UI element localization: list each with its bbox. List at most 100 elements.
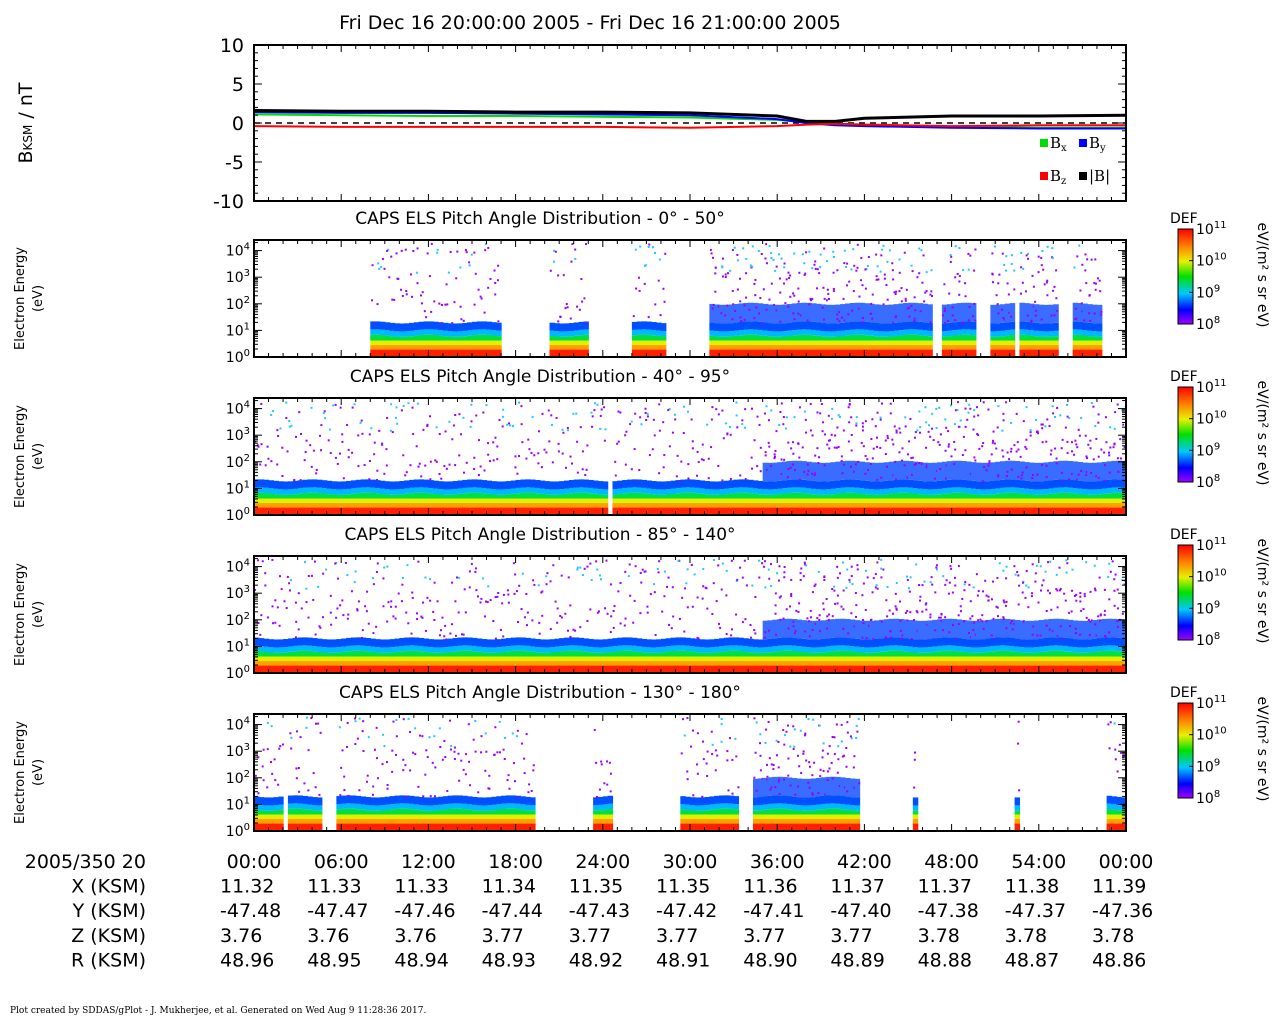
flux-speckle	[813, 585, 816, 588]
colorbar-scale	[1177, 386, 1194, 483]
flux-speckle	[528, 448, 531, 451]
energy-band	[786, 479, 793, 488]
flux-speckle	[715, 600, 718, 603]
flux-speckle	[1045, 464, 1048, 467]
flux-speckle	[1059, 414, 1062, 417]
energy-band	[883, 488, 890, 495]
energy-band	[321, 480, 328, 489]
energy-band	[1053, 487, 1059, 494]
energy-band	[1077, 321, 1083, 330]
energy-band	[1038, 345, 1045, 350]
energy-band	[874, 481, 880, 490]
energy-band	[1101, 503, 1108, 508]
flux-speckle	[1114, 411, 1117, 414]
energy-band	[631, 645, 638, 652]
flux-speckle	[949, 253, 952, 256]
energy-band	[680, 498, 686, 504]
flux-speckle	[1010, 450, 1013, 453]
energy-band	[815, 330, 822, 336]
flux-speckle	[599, 427, 602, 430]
energy-band	[1009, 492, 1016, 499]
flux-speckle	[1050, 314, 1053, 317]
energy-band	[472, 487, 478, 493]
flux-speckle	[456, 576, 459, 579]
energy-band-enhanced	[1058, 460, 1064, 480]
energy-band	[409, 493, 415, 499]
energy-band	[811, 498, 817, 504]
energy-band	[806, 345, 812, 350]
flux-speckle	[790, 593, 793, 596]
energy-band	[326, 480, 333, 489]
flux-speckle	[774, 449, 777, 452]
energy-band	[554, 661, 560, 666]
flux-speckle	[270, 413, 273, 416]
flux-speckle	[803, 410, 806, 413]
energy-band-enhanced	[1077, 303, 1083, 322]
energy-band	[917, 349, 924, 357]
flux-speckle	[599, 414, 602, 417]
energy-band	[423, 498, 429, 504]
energy-band	[399, 336, 405, 341]
energy-band	[1101, 507, 1108, 515]
flux-speckle	[276, 606, 279, 609]
energy-band	[491, 652, 497, 657]
energy-band	[520, 479, 526, 488]
flux-speckle	[497, 320, 500, 323]
energy-band	[384, 349, 391, 357]
flux-speckle	[797, 312, 800, 315]
energy-band	[481, 334, 488, 341]
energy-band	[1092, 498, 1098, 504]
energy-band	[1116, 487, 1122, 493]
flux-speckle	[517, 621, 520, 624]
energy-band	[254, 656, 260, 662]
flux-speckle	[305, 587, 308, 590]
energy-band	[1033, 498, 1040, 504]
flux-speckle	[801, 253, 804, 256]
energy-band	[893, 507, 899, 515]
energy-band	[752, 493, 759, 499]
energy-band	[845, 349, 851, 357]
energy-band	[767, 340, 773, 346]
energy-band	[1019, 334, 1025, 341]
flux-speckle	[541, 412, 544, 415]
energy-band	[854, 646, 861, 653]
energy-band	[573, 340, 580, 346]
energy-band	[612, 638, 618, 647]
energy-band	[815, 481, 822, 490]
energy-band	[442, 507, 449, 515]
energy-band	[937, 480, 943, 489]
energy-band	[830, 651, 836, 657]
energy-band	[486, 493, 492, 499]
flux-speckle	[289, 589, 292, 592]
flux-speckle	[1096, 277, 1099, 280]
flux-speckle	[1003, 318, 1006, 321]
flux-speckle	[1001, 449, 1004, 452]
flux-speckle	[876, 411, 879, 414]
energy-band	[447, 656, 454, 662]
flux-speckle	[988, 460, 991, 463]
energy-band	[932, 481, 938, 490]
energy-band	[394, 331, 400, 337]
energy-band	[573, 507, 580, 515]
flux-speckle	[827, 618, 830, 621]
y-tick-label: 104	[226, 242, 250, 260]
flux-speckle	[838, 572, 841, 575]
flux-speckle	[645, 419, 648, 422]
flux-speckle	[744, 408, 747, 411]
flux-speckle	[832, 290, 835, 293]
energy-band	[273, 507, 279, 515]
energy-band	[757, 349, 764, 357]
flux-speckle	[792, 452, 795, 455]
energy-band	[1072, 321, 1079, 330]
flux-speckle	[957, 401, 960, 404]
energy-band	[578, 349, 585, 357]
energy-band	[559, 507, 565, 515]
energy-band-enhanced	[801, 461, 807, 480]
energy-band	[1092, 345, 1098, 350]
energy-band	[820, 498, 827, 504]
flux-speckle	[643, 570, 646, 573]
energy-band	[438, 652, 444, 657]
flux-speckle	[945, 477, 948, 480]
flux-speckle	[559, 614, 562, 617]
energy-band	[888, 349, 895, 357]
